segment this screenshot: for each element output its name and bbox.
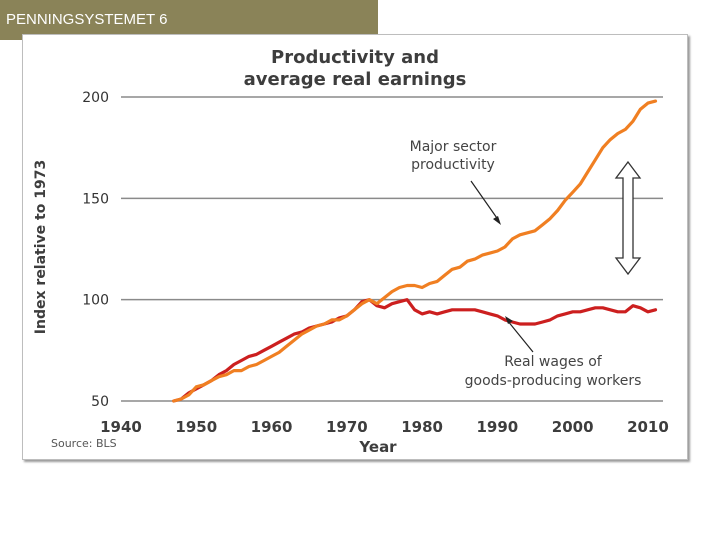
y-axis-label: Index relative to 1973 [33,160,49,334]
productivity-label-line-1: Major sector [410,139,497,155]
x-tick-label-2000: 2000 [552,418,594,436]
chart-title-line-1: Productivity and [271,47,439,68]
y-tick-label-100: 100 [82,293,109,309]
productivity-pointer-arrow [470,180,500,222]
x-tick-label-1970: 1970 [326,418,368,436]
productivity-label-line-2: productivity [411,157,495,173]
wages-pointer-arrowhead [505,316,513,324]
y-tick-labels: 50 100 150 200 [82,90,109,410]
x-tick-label-2010: 2010 [627,418,669,436]
productivity-series-line [172,99,658,403]
y-tick-label-150: 150 [82,191,109,207]
wages-label: Real wages of goods-producing workers [465,354,642,389]
chart-title: Productivity and average real earnings [244,47,467,90]
y-tick-label-200: 200 [82,90,109,106]
productivity-pointer-arrowhead [493,216,501,225]
gap-double-arrow [614,160,642,276]
x-tick-label-1990: 1990 [477,418,519,436]
chart-title-line-2: average real earnings [244,69,467,90]
wages-label-line-1: Real wages of [504,354,602,370]
wages-pointer-arrow [506,319,534,353]
source-note: Source: BLS [51,437,117,450]
x-tick-label-1940: 1940 [100,418,142,436]
series-layer [172,99,658,403]
wages-label-line-2: goods-producing workers [465,373,642,389]
x-tick-label-1960: 1960 [251,418,293,436]
slide-title: PENNINGSYSTEMET 6 [0,0,378,40]
x-tick-label-1950: 1950 [175,418,217,436]
real-wages-series-line [172,298,658,403]
chart-frame: Productivity and average real earnings 5… [22,34,688,460]
gridlines [121,96,663,301]
y-tick-label-50: 50 [91,394,109,410]
x-tick-labels: 1940 1950 1960 1970 1980 1990 2000 2010 [100,418,669,436]
x-axis-label: Year [358,438,397,456]
productivity-label: Major sector productivity [410,139,497,173]
x-tick-label-1980: 1980 [401,418,443,436]
chart-svg: Productivity and average real earnings 5… [33,47,669,456]
